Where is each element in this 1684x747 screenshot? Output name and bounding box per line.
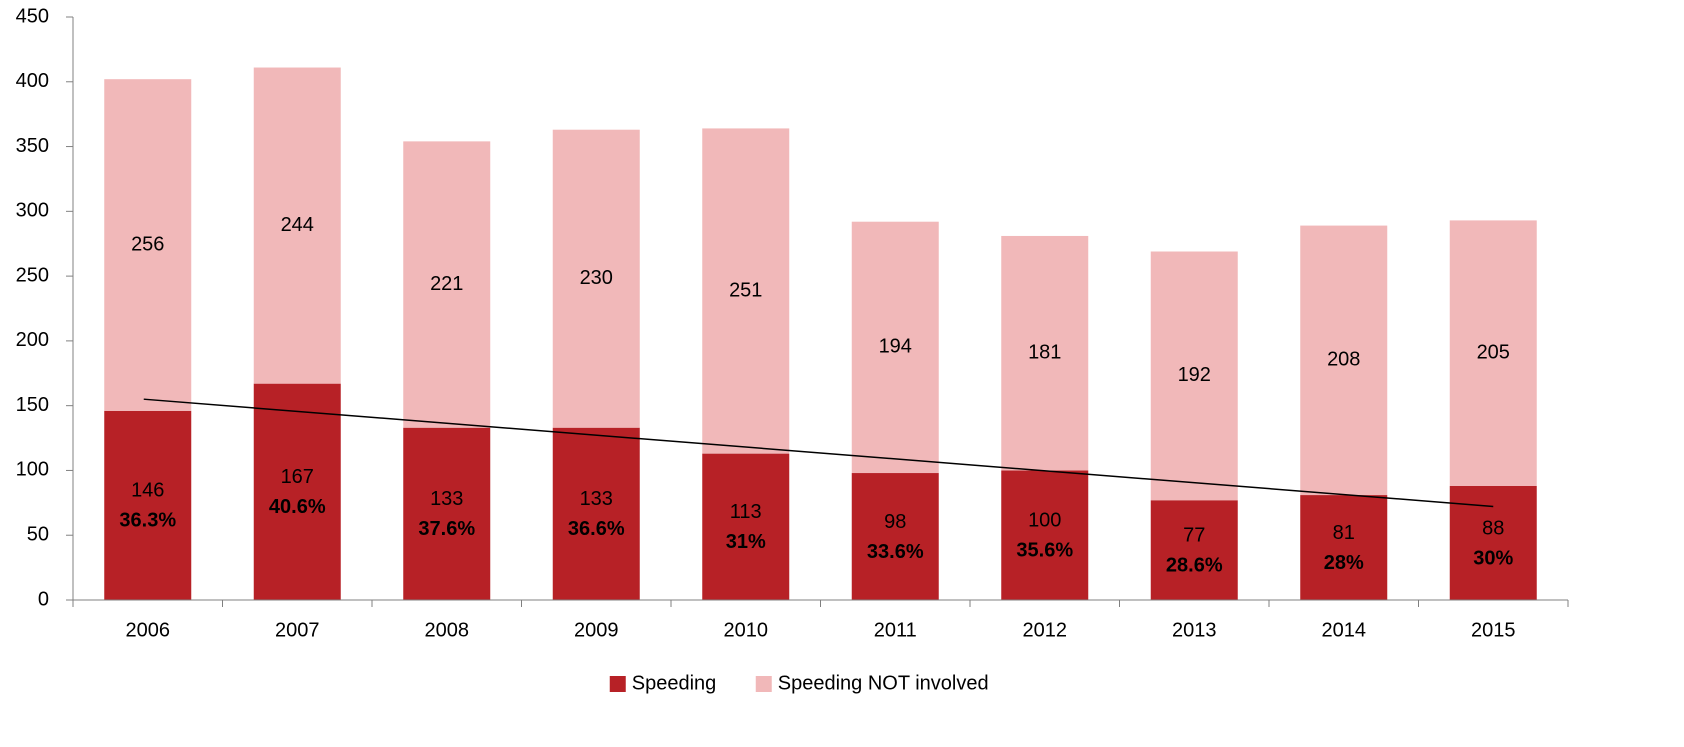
x-tick-label: 2010 [724, 619, 769, 641]
x-tick-label: 2011 [874, 619, 917, 641]
data-label: 256 [131, 233, 164, 255]
y-tick-label: 400 [16, 70, 49, 92]
data-label: 133 [580, 488, 613, 510]
y-tick-label: 150 [16, 394, 49, 416]
bar-segment [851, 473, 939, 600]
percent-label: 28% [1324, 552, 1364, 574]
percent-label: 33.6% [867, 541, 924, 563]
percent-label: 37.6% [418, 518, 475, 540]
data-label: 208 [1327, 349, 1360, 371]
bar-segment [1001, 470, 1089, 600]
percent-label: 36.6% [568, 518, 625, 540]
y-tick-label: 250 [16, 264, 49, 286]
data-label: 181 [1028, 341, 1061, 363]
data-label: 230 [580, 267, 613, 289]
percent-label: 30% [1473, 547, 1513, 569]
percent-label: 28.6% [1166, 554, 1223, 576]
bar-segment [403, 427, 491, 600]
percent-label: 36.3% [119, 510, 176, 532]
y-tick-label: 200 [16, 329, 49, 351]
data-label: 100 [1028, 510, 1061, 532]
bar-segment [253, 67, 341, 384]
trendline [143, 398, 1494, 508]
x-tick-label: 2009 [574, 619, 619, 641]
data-label: 194 [879, 336, 912, 358]
data-label: 205 [1477, 341, 1510, 363]
y-tick-label: 50 [27, 524, 49, 546]
data-label: 113 [730, 501, 762, 523]
y-tick-label: 100 [16, 459, 49, 481]
bar-segment [851, 221, 939, 474]
bar-segment [1449, 220, 1537, 486]
bar-segment [552, 427, 640, 600]
bar-segment [1300, 225, 1388, 496]
x-tick-label: 2015 [1471, 619, 1516, 641]
x-tick-label: 2012 [1023, 619, 1068, 641]
data-label: 167 [281, 466, 314, 488]
percent-label: 35.6% [1016, 540, 1073, 562]
data-label: 98 [884, 511, 906, 533]
x-tick-label: 2006 [126, 619, 171, 641]
x-tick-label: 2013 [1172, 619, 1217, 641]
data-label: 244 [281, 214, 314, 236]
legend-label: Speeding [632, 672, 717, 694]
data-label: 77 [1183, 524, 1205, 546]
legend-swatch [755, 676, 772, 692]
y-tick-label: 350 [16, 135, 49, 157]
bar-segment [403, 141, 491, 428]
bar-segment [1150, 500, 1238, 600]
bar-segment [702, 128, 790, 454]
bar-segment [552, 129, 640, 428]
bar-segment [253, 383, 341, 600]
data-label: 251 [729, 279, 762, 301]
bar-segment [1449, 485, 1537, 600]
legend-label: Speeding NOT involved [778, 672, 989, 694]
data-label: 133 [430, 488, 463, 510]
x-tick-label: 2008 [425, 619, 470, 641]
y-tick-label: 300 [16, 200, 49, 222]
y-tick-label: 450 [16, 5, 49, 27]
bar-segment [104, 410, 192, 600]
y-tick-label: 0 [38, 588, 49, 610]
data-label: 192 [1178, 364, 1211, 386]
percent-label: 31% [726, 531, 766, 553]
data-label: 221 [430, 273, 463, 295]
legend-swatch [609, 676, 626, 692]
percent-label: 40.6% [269, 496, 326, 518]
x-tick-label: 2014 [1322, 619, 1367, 641]
data-label: 88 [1482, 517, 1504, 539]
bar-segment [1001, 235, 1089, 471]
data-label: 81 [1333, 522, 1355, 544]
bar-segment [104, 79, 192, 411]
bar-segment [1300, 495, 1388, 600]
x-tick-label: 2007 [275, 619, 320, 641]
bar-segment [1150, 251, 1238, 501]
data-label: 146 [131, 480, 164, 502]
bar-segment [702, 453, 790, 600]
